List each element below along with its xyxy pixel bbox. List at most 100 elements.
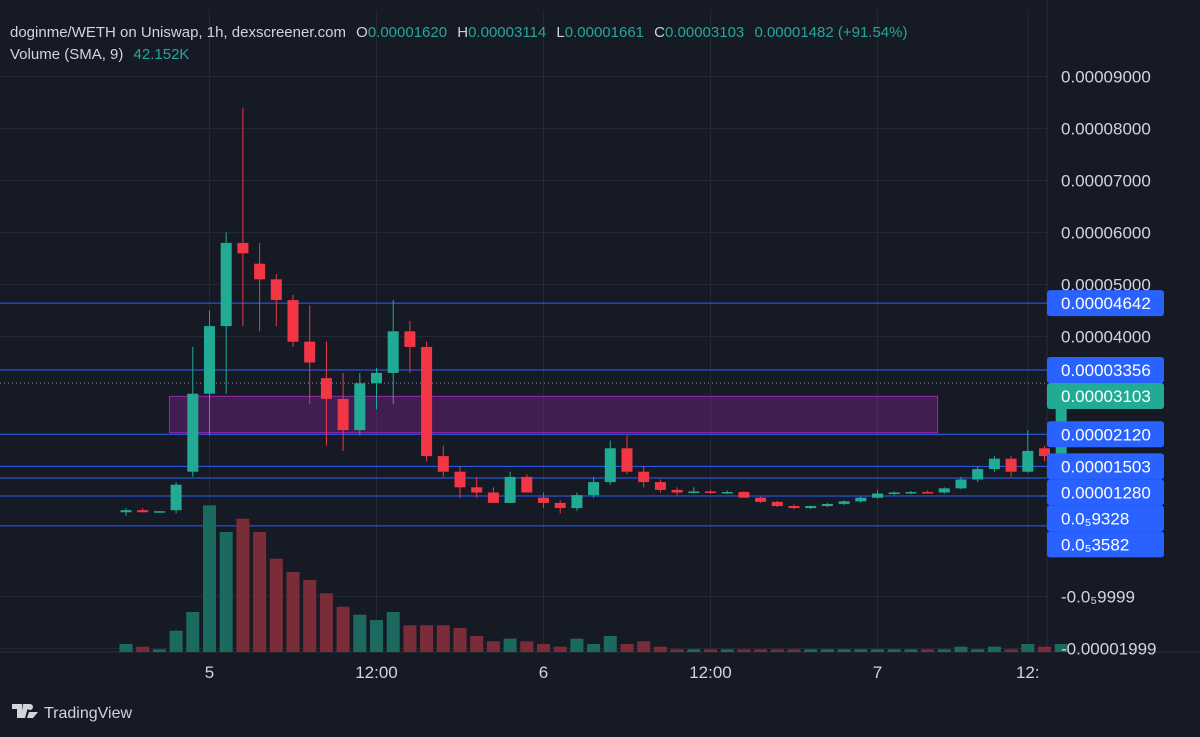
volume-bar <box>754 649 768 652</box>
price-tick-label: -0.00001999 <box>1061 639 1156 658</box>
volume-bar <box>486 641 500 652</box>
volume-bar <box>236 518 250 652</box>
price-labels: 0.00004642 0.00003356 0.00003103 0.00002120… <box>1047 290 1164 558</box>
volume-bar <box>553 646 567 652</box>
volume-bar <box>336 606 350 652</box>
time-axis[interactable]: 5 12:00 6 12:00 7 12: <box>205 663 1040 682</box>
candle-body <box>938 488 950 493</box>
volume-bar <box>537 644 550 652</box>
volume-bar <box>1004 649 1018 652</box>
volume-bar <box>670 649 684 652</box>
volume-bar <box>620 644 634 652</box>
candle-body <box>588 482 600 496</box>
volume-bar <box>370 620 383 652</box>
candle-body <box>955 479 967 489</box>
volume-bar <box>136 646 150 652</box>
last-price-label-background <box>1047 382 1164 409</box>
volume-bar <box>169 630 183 652</box>
level-price-label-background <box>1047 356 1164 383</box>
tradingview-logo-icon <box>12 704 38 723</box>
candle-body <box>354 383 366 431</box>
volume-bar <box>887 649 901 652</box>
candle-body <box>922 491 934 494</box>
candle-body <box>404 331 416 347</box>
level-price-label-background <box>1047 290 1164 317</box>
volume-bar <box>286 572 300 652</box>
candle-body <box>705 491 716 493</box>
candle-body <box>872 493 883 498</box>
volume-bar <box>603 636 617 652</box>
close-value: 0.00003103 <box>665 24 745 41</box>
candle-body <box>855 497 867 502</box>
candle-body <box>972 469 984 480</box>
candle-body <box>220 242 232 327</box>
volume-bar <box>637 641 651 652</box>
volume-bars <box>119 505 1068 652</box>
level-price-label: 0.00002120 <box>1061 425 1151 444</box>
candles <box>120 107 1067 516</box>
candle-body <box>821 503 833 507</box>
candle-body <box>521 476 533 493</box>
volume-bar <box>403 625 417 652</box>
candle-body <box>788 506 800 509</box>
time-tick-label: 12:00 <box>689 663 732 682</box>
level-price-label: 0.00001503 <box>1061 457 1151 476</box>
candle-body <box>721 491 733 494</box>
level-price-label-background <box>1047 505 1164 532</box>
time-tick-label: 6 <box>539 663 548 682</box>
candle-body <box>654 482 666 490</box>
chart-legend-header: doginme/WETH on Uniswap, 1h, dexscreener… <box>10 24 907 41</box>
price-tick-label: 0.00009000 <box>1061 68 1151 87</box>
volume-bar <box>954 646 968 652</box>
candle-body <box>320 378 332 399</box>
volume-bar <box>453 628 467 652</box>
volume-bar <box>687 649 701 652</box>
tradingview-name: TradingView <box>44 704 133 722</box>
volume-bar <box>971 649 985 652</box>
level-price-label: 0.00004642 <box>1061 294 1151 313</box>
candle-body <box>838 501 850 504</box>
volume-bar <box>152 649 166 652</box>
volume-bar <box>737 649 751 652</box>
volume-bar <box>820 649 834 652</box>
candle-body <box>454 471 466 488</box>
candle-body <box>387 331 399 373</box>
candle-body <box>571 495 583 509</box>
volume-bar <box>253 532 267 652</box>
level-price-label: 0.00001280 <box>1061 483 1151 502</box>
candle-body <box>254 263 266 280</box>
candle-body <box>237 242 249 254</box>
candle-body <box>738 491 750 498</box>
candle-body <box>304 341 316 363</box>
volume-bar <box>436 625 450 652</box>
high-value: 0.00003114 <box>468 24 547 41</box>
volume-bar <box>787 649 801 652</box>
level-price-label: 0.0₅3582 <box>1061 535 1129 554</box>
close-label: C <box>654 24 666 41</box>
price-tick-label: 0.00006000 <box>1061 224 1151 243</box>
level-price-label: 0.00003356 <box>1061 361 1151 380</box>
volume-bar <box>837 649 851 652</box>
level-price-label: 0.0₅9328 <box>1061 509 1129 528</box>
level-price-label-background <box>1047 479 1164 506</box>
volume-value: 42.152K <box>133 46 190 63</box>
volume-bar <box>386 612 400 652</box>
candle-body <box>1039 448 1050 457</box>
candle-body <box>1005 458 1017 472</box>
candle-body <box>805 506 817 509</box>
volume-bar <box>570 638 584 652</box>
candle-body <box>270 279 282 301</box>
candle-body <box>988 458 1000 470</box>
candle-body <box>554 502 566 509</box>
price-axis[interactable]: 0.00009000 0.00008000 0.00007000 0.00006000… <box>1061 68 1156 659</box>
candle-body <box>688 491 700 493</box>
price-zone <box>168 395 939 434</box>
candle-body <box>538 497 549 503</box>
candle-body <box>204 326 215 394</box>
candle-body <box>771 501 783 507</box>
candle-body <box>755 497 767 502</box>
volume-bar <box>219 532 233 652</box>
tradingview-logo[interactable]: TradingView <box>12 704 132 723</box>
candle-body <box>604 448 616 483</box>
